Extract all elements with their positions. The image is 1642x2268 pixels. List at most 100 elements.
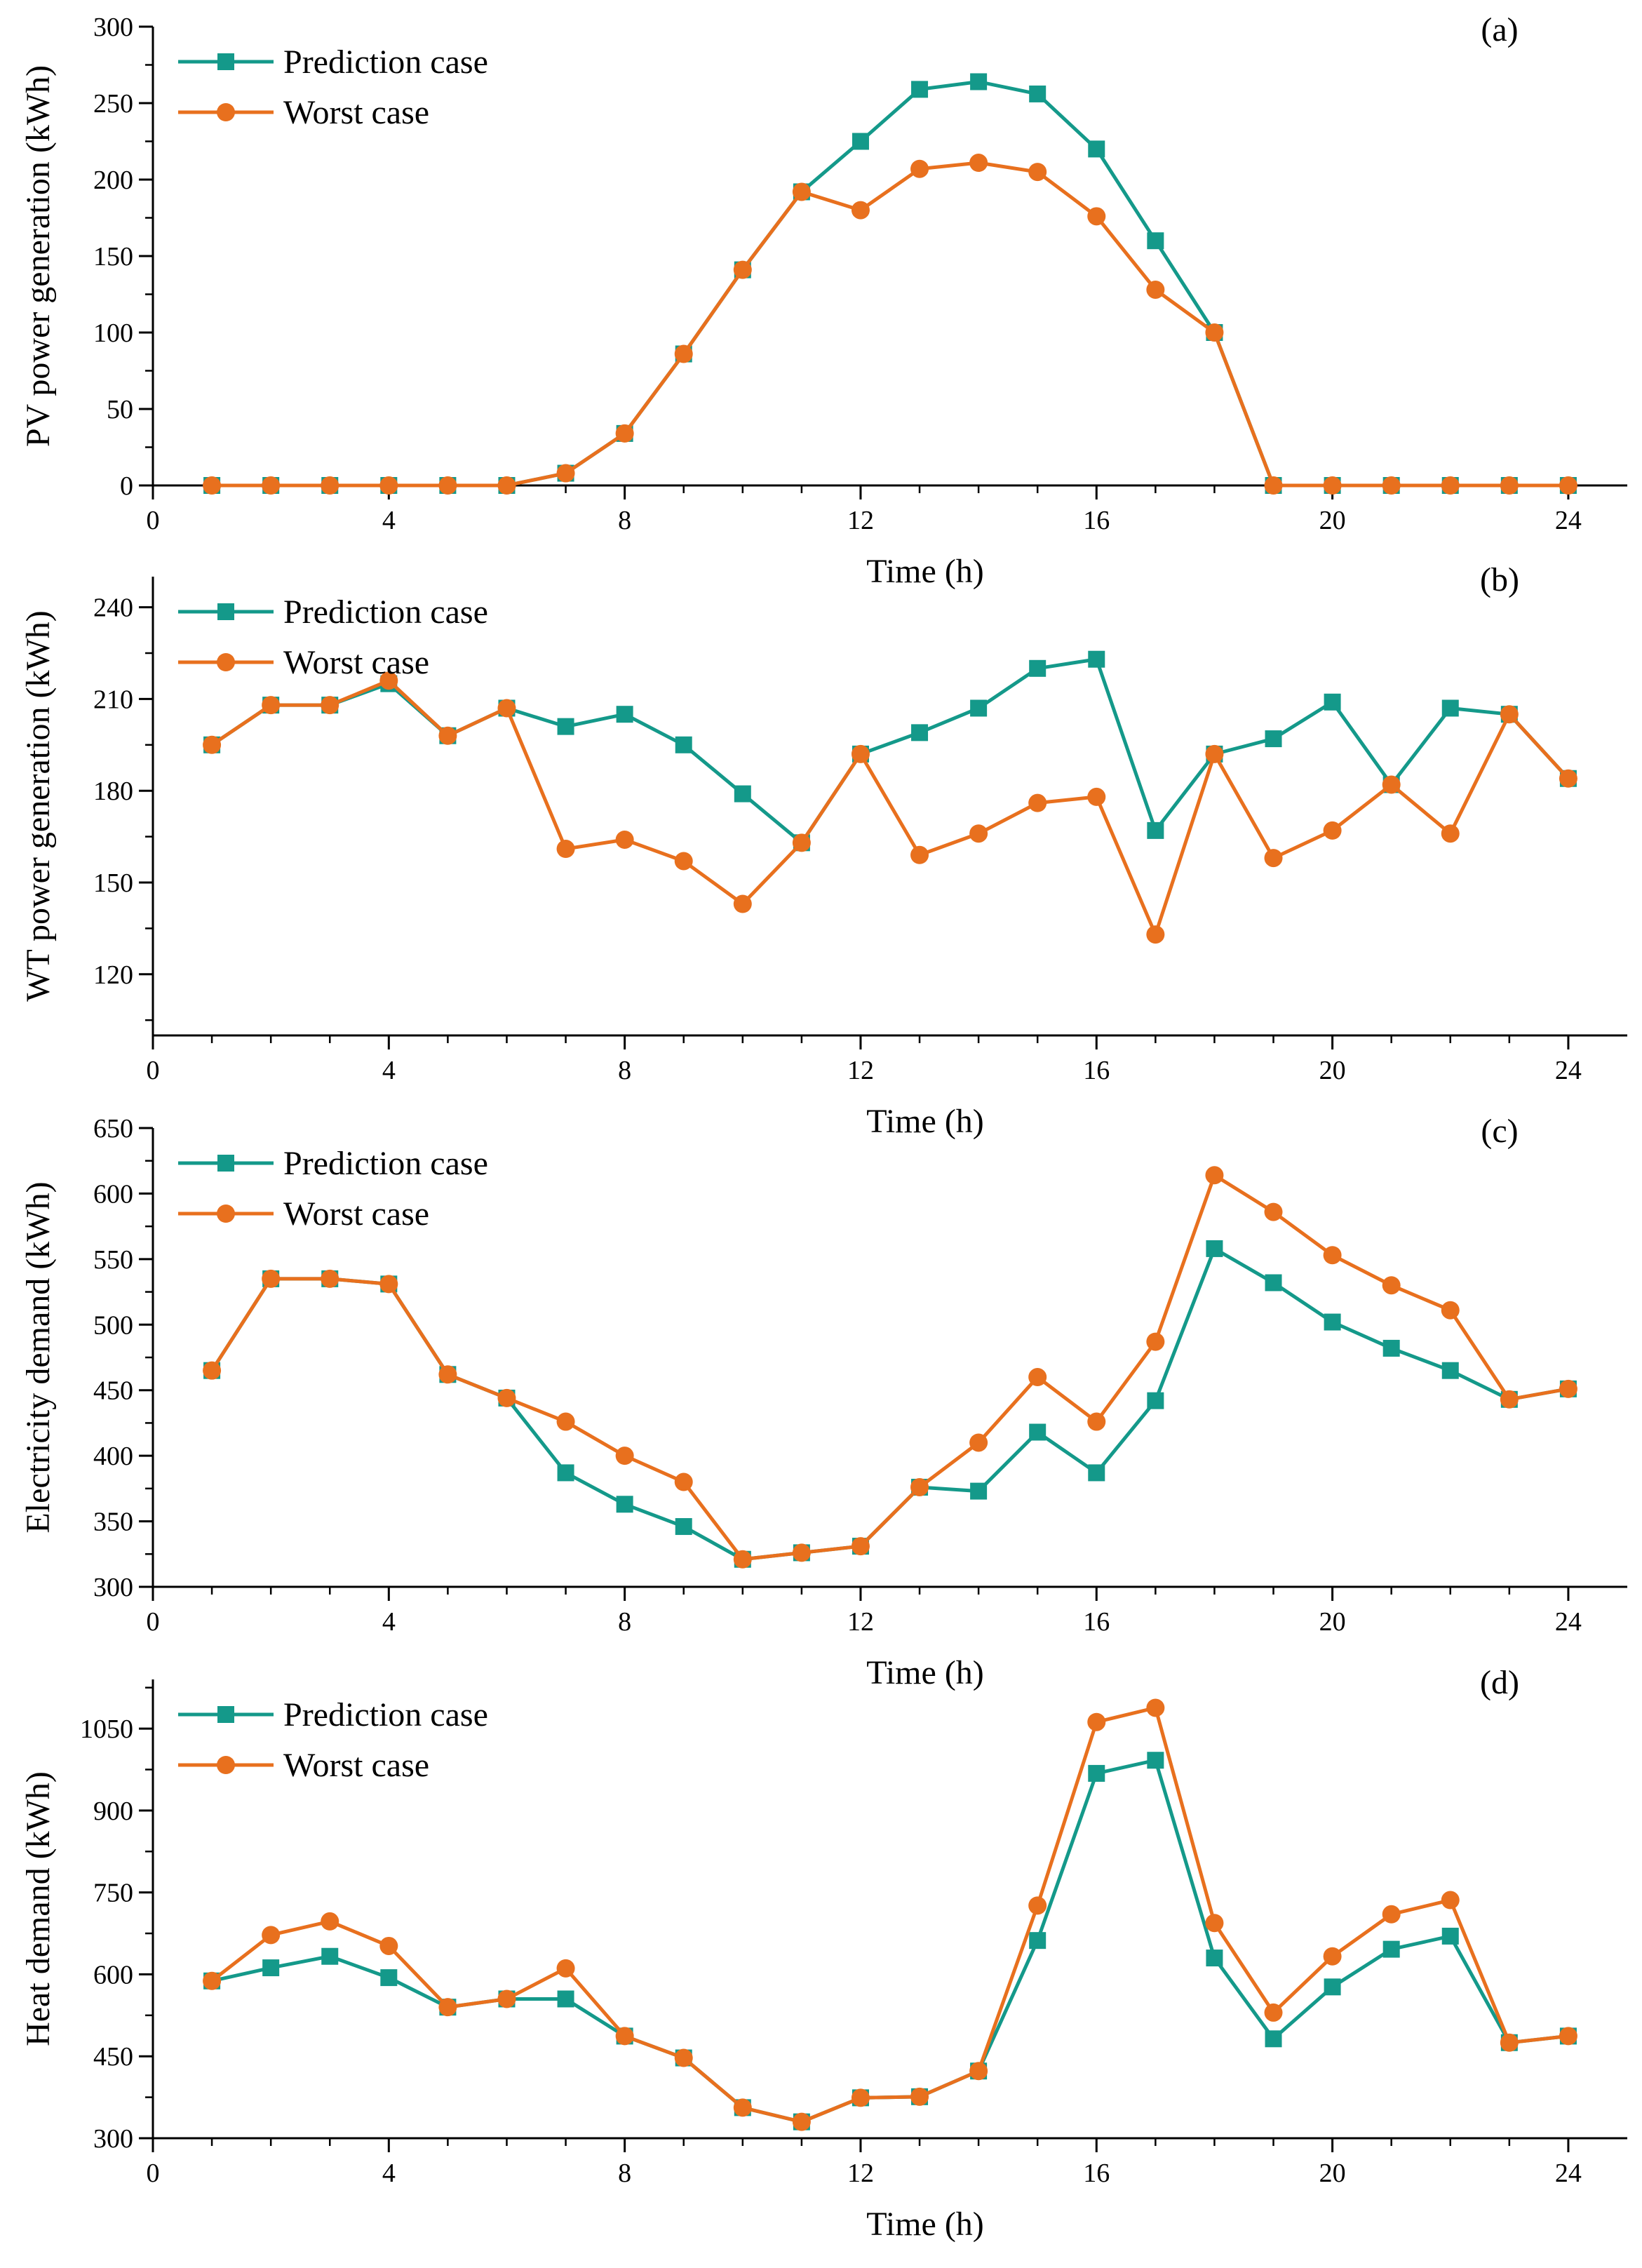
data-point (1206, 1950, 1223, 1967)
data-point (1324, 693, 1341, 711)
y-tick-label: 400 (93, 1442, 133, 1471)
data-point (262, 1959, 280, 1977)
data-point (203, 735, 222, 754)
data-point (615, 1447, 634, 1465)
data-point (203, 1361, 222, 1380)
data-point (851, 744, 870, 763)
data-point (1500, 2033, 1519, 2052)
x-tick-label: 24 (1555, 2159, 1582, 2188)
data-point (321, 1912, 339, 1931)
data-point (1441, 1891, 1460, 1910)
data-point (1147, 1752, 1164, 1769)
data-point (851, 201, 870, 220)
y-tick-label: 350 (93, 1508, 133, 1537)
data-point (1559, 1379, 1577, 1398)
series-prediction (203, 73, 1577, 494)
data-point (1264, 2003, 1283, 2022)
data-point (497, 476, 516, 495)
y-axis-title: PV power generation (kWh) (20, 65, 57, 447)
series-line (210, 1705, 1569, 2124)
data-point (557, 1990, 574, 2008)
y-tick-label: 120 (93, 960, 133, 990)
legend-label: Worst case (283, 1747, 429, 1784)
data-point (1205, 323, 1224, 342)
data-point (969, 824, 988, 843)
legend-label: Prediction case (283, 1696, 488, 1733)
legend-marker (217, 1205, 235, 1223)
data-point (733, 1550, 752, 1569)
data-point (616, 706, 633, 723)
data-point (1028, 163, 1047, 182)
panel-c: 0 4 8 12 16 20 24 300 350 400 450 500 550 600 650 Time … (20, 1113, 1627, 1691)
data-point (1382, 775, 1401, 794)
panel-label: (b) (1480, 561, 1519, 598)
series-worst (203, 1166, 1577, 1569)
data-point (792, 1543, 811, 1562)
data-point (1087, 787, 1106, 806)
legend: Prediction case Worst case (178, 43, 488, 131)
data-point (1147, 232, 1164, 250)
data-point (1441, 1362, 1459, 1379)
x-tick-label: 0 (147, 506, 160, 535)
y-tick-label: 200 (93, 166, 133, 195)
legend-label: Prediction case (283, 43, 488, 81)
x-tick-label: 0 (147, 1056, 160, 1085)
data-point (556, 464, 575, 483)
series-line (210, 657, 1570, 845)
y-tick-label: 210 (93, 685, 133, 714)
x-tick-label: 8 (618, 1607, 631, 1637)
data-point (262, 476, 281, 495)
data-point (1323, 476, 1342, 495)
data-point (1029, 85, 1047, 102)
panel-label: (c) (1481, 1113, 1518, 1150)
data-point (1147, 821, 1164, 839)
data-point (379, 1936, 398, 1955)
y-axis-title: Heat demand (kWh) (20, 1771, 57, 2046)
data-point (1441, 824, 1460, 843)
legend-label: Worst case (283, 644, 429, 681)
x-tick-label: 16 (1083, 506, 1110, 535)
x-tick-label: 12 (847, 1056, 874, 1085)
y-axis-title: Electricity demand (kWh) (20, 1181, 57, 1533)
data-point (1205, 1166, 1224, 1185)
y-tick-label: 50 (107, 395, 133, 424)
data-point (203, 476, 222, 495)
data-point (1264, 476, 1283, 495)
x-tick-label: 12 (847, 506, 874, 535)
data-point (1087, 207, 1106, 226)
legend-marker (217, 103, 235, 121)
data-point (1500, 476, 1519, 495)
data-point (792, 182, 811, 201)
legend-marker (217, 1756, 235, 1774)
data-point (911, 81, 929, 98)
data-point (1205, 744, 1224, 763)
data-point (674, 852, 693, 871)
x-tick-label: 20 (1319, 1056, 1346, 1085)
data-point (1324, 1313, 1341, 1331)
series-line (210, 1173, 1569, 1562)
data-point (910, 2087, 929, 2106)
data-point (970, 699, 988, 717)
y-tick-label: 300 (93, 1573, 133, 1602)
data-point (969, 154, 988, 173)
y-tick-label: 600 (93, 1179, 133, 1209)
y-tick-label: 180 (93, 777, 133, 806)
data-point (1382, 1905, 1401, 1924)
legend: Prediction case Worst case (178, 1145, 488, 1233)
y-axis-title: WT power generation (kWh) (20, 610, 57, 1002)
legend-marker (217, 603, 234, 620)
y-tick-label: 300 (93, 2124, 133, 2154)
data-point (1264, 849, 1283, 868)
x-tick-label: 12 (847, 1607, 874, 1637)
x-axis-title: Time (h) (866, 1654, 984, 1691)
y-tick-label: 0 (120, 471, 133, 501)
y-tick-label: 100 (93, 318, 133, 348)
data-point (615, 424, 634, 443)
y-tick-label: 600 (93, 1960, 133, 1989)
data-point (1441, 1301, 1460, 1320)
data-point (911, 724, 929, 742)
data-point (1559, 2027, 1577, 2046)
y-tick-label: 300 (93, 13, 133, 42)
series-worst (203, 154, 1577, 495)
series-line (212, 79, 1568, 488)
